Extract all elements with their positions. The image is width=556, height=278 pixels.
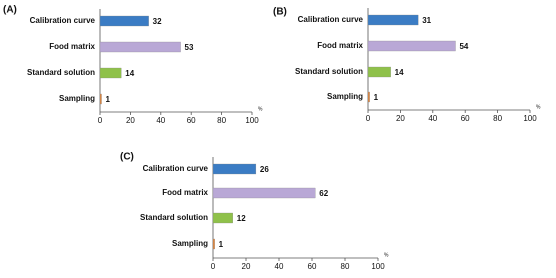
bar <box>212 187 316 199</box>
x-tick-label: 60 <box>461 114 470 123</box>
value-label: 62 <box>319 189 328 198</box>
x-tick-label: 80 <box>493 114 502 123</box>
category-label: Food matrix <box>317 41 363 50</box>
category-label: Food matrix <box>49 42 95 51</box>
value-label: 14 <box>125 69 134 78</box>
x-axis-unit: % <box>384 252 389 258</box>
x-tick-label: 40 <box>428 114 437 123</box>
x-tick-label: 0 <box>98 116 103 125</box>
bar <box>99 41 181 53</box>
bar <box>212 163 257 175</box>
x-tick-label: 60 <box>308 262 317 271</box>
category-label: Calibration curve <box>143 164 209 173</box>
panel-label: (C) <box>120 152 134 163</box>
category-label: Sampling <box>59 94 95 103</box>
x-tick-label: 60 <box>187 116 196 125</box>
x-tick-label: 100 <box>371 262 385 271</box>
value-label: 1 <box>106 95 111 104</box>
x-axis-unit: % <box>258 106 263 112</box>
x-tick-label: 100 <box>245 116 259 125</box>
bar <box>99 67 122 79</box>
bar <box>367 66 391 78</box>
value-label: 31 <box>422 16 431 25</box>
value-label: 12 <box>237 214 246 223</box>
bar <box>367 91 370 103</box>
panel-label: (B) <box>273 7 287 18</box>
bar <box>99 15 149 27</box>
bar <box>367 40 456 52</box>
value-label: 26 <box>260 165 269 174</box>
value-label: 1 <box>219 240 224 249</box>
x-tick-label: 40 <box>156 116 165 125</box>
bar <box>99 93 102 105</box>
x-tick-label: 0 <box>366 114 371 123</box>
value-label: 54 <box>459 42 468 51</box>
x-tick-label: 100 <box>523 114 537 123</box>
category-label: Standard solution <box>27 68 95 77</box>
bar <box>212 238 215 250</box>
x-tick-label: 80 <box>217 116 226 125</box>
value-label: 14 <box>395 68 404 77</box>
category-label: Sampling <box>172 239 208 248</box>
panel-label: (A) <box>3 5 17 16</box>
value-label: 53 <box>185 43 194 52</box>
x-tick-label: 20 <box>242 262 251 271</box>
category-label: Sampling <box>327 92 363 101</box>
category-label: Food matrix <box>162 188 208 197</box>
category-label: Standard solution <box>295 67 363 76</box>
category-label: Calibration curve <box>298 15 364 24</box>
bar <box>212 212 233 224</box>
category-label: Standard solution <box>140 213 208 222</box>
category-label: Calibration curve <box>30 16 96 25</box>
value-label: 1 <box>374 93 379 102</box>
x-tick-label: 80 <box>341 262 350 271</box>
x-tick-label: 40 <box>275 262 284 271</box>
x-tick-label: 20 <box>396 114 405 123</box>
bar <box>367 14 419 26</box>
x-tick-label: 0 <box>211 262 216 271</box>
value-label: 32 <box>153 17 162 26</box>
x-axis-unit: % <box>536 104 541 110</box>
x-tick-label: 20 <box>126 116 135 125</box>
